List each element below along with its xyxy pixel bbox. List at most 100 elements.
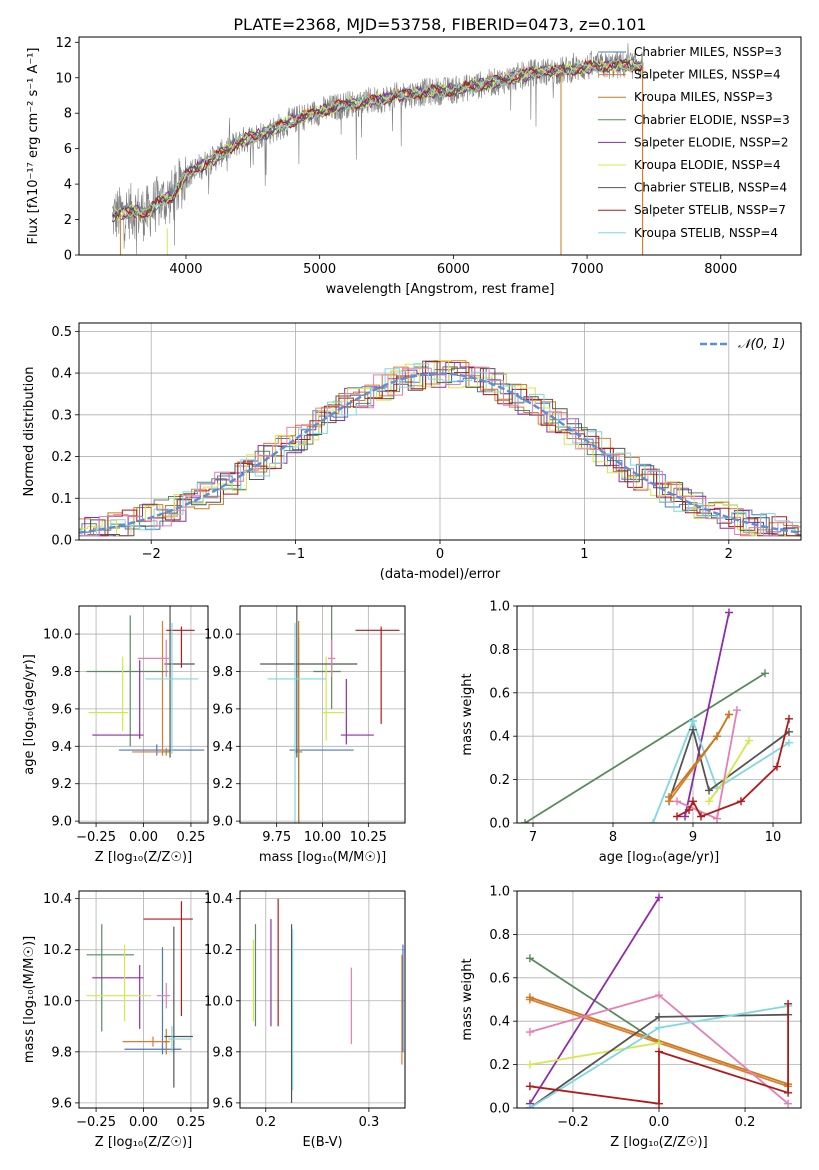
axes: −0.25 0.00 0.25 9.0 9.2 9.4 9.6 9.8 10.0 Z [log₁₀… [22, 628, 205, 865]
x-tick-label: −0.25 [76, 830, 116, 845]
plot-area [86, 901, 193, 1088]
weight-marker [725, 608, 733, 617]
legend-label: Salpeter MILES, NSSP=4 [634, 68, 781, 82]
weight-marker [713, 732, 721, 741]
model-line [111, 58, 643, 219]
x-tick-label: 5000 [303, 262, 336, 277]
weight-marker [784, 1088, 793, 1097]
weight-marker [525, 954, 534, 963]
legend-label: Kroupa STELIB, NSSP=4 [634, 226, 778, 240]
x-tick-label: 0.2 [735, 1115, 756, 1130]
y-tick-label: 10.0 [204, 994, 233, 1009]
y-tick-label: 0.4 [489, 730, 510, 745]
weight-marker [525, 1028, 534, 1037]
y-tick-label: 10.0 [43, 628, 72, 643]
y-tick-label: 10.4 [43, 892, 72, 907]
y-tick-label: 0.2 [489, 1058, 510, 1073]
model-line [111, 58, 643, 221]
y-tick-label: 9.8 [212, 665, 233, 680]
legend-label: Kroupa ELODIE, NSSP=4 [634, 158, 781, 172]
weight-marker [697, 812, 705, 821]
weight-marker [785, 714, 793, 723]
y-tick-label: 12 [55, 36, 72, 51]
weight-marker [737, 797, 745, 806]
model-line [111, 58, 643, 219]
axes: 0.2 0.3 9.6 9.8 10.0 10.2 10.4 E(B-V) [204, 892, 379, 1150]
panel-mass-vs-ebv: 0.2 0.3 9.6 9.8 10.0 10.2 10.4 E(B-V) [204, 890, 406, 1150]
panel-age-vs-mass: 9.75 10.00 10.25 9.0 9.2 9.4 9.6 9.8 10.0 mass [l… [204, 605, 406, 865]
axes-frame [78, 605, 209, 824]
y-tick-label: 0.2 [489, 773, 510, 788]
x-tick-label: 0.3 [359, 1115, 380, 1130]
legend-label: Chabrier MILES, NSSP=3 [634, 45, 782, 59]
x-tick-label: 0.2 [255, 1115, 276, 1130]
x-tick-label: 10 [765, 830, 782, 845]
y-tick-label: 10.4 [204, 892, 233, 907]
weight-marker [689, 725, 697, 734]
legend-label: 𝒩(0, 1) [738, 337, 785, 352]
axes-frame [516, 890, 802, 1109]
y-tick-label: 2 [64, 213, 72, 228]
y-axis-label: Normed distribution [22, 367, 37, 497]
y-tick-label: 9.0 [51, 815, 72, 830]
plot-area [260, 606, 400, 823]
y-tick-label: 0.4 [489, 1015, 510, 1030]
figure-title: PLATE=2368, MJD=53758, FIBERID=0473, z=0… [233, 15, 646, 34]
weight-marker [725, 710, 733, 719]
weight-marker [705, 797, 713, 806]
weight-marker [655, 1038, 663, 1047]
legend: 𝒩(0, 1) [700, 337, 785, 352]
y-tick-label: 0.0 [489, 817, 510, 832]
x-tick-label: 1 [580, 547, 588, 562]
y-tick-label: 0.8 [489, 928, 510, 943]
x-tick-label: 9.75 [262, 830, 291, 845]
plot-area [86, 606, 205, 758]
weight-marker [655, 1047, 663, 1056]
x-tick-label: −2 [142, 547, 161, 562]
y-tick-label: 9.2 [212, 777, 233, 792]
legend-label: Salpeter STELIB, NSSP=7 [634, 203, 786, 217]
x-axis-label: mass [log₁₀(M/M☉)] [259, 850, 386, 865]
plot-area [525, 893, 793, 1108]
x-tick-label: 2 [725, 547, 733, 562]
y-axis-label: age [log₁₀(age/yr)] [22, 654, 37, 775]
x-axis-label: E(B-V) [302, 1135, 342, 1150]
x-tick-label: 0.00 [129, 830, 158, 845]
y-tick-label: 0.6 [489, 686, 510, 701]
model-line [111, 58, 643, 222]
y-tick-label: 9.8 [212, 1045, 233, 1060]
histogram-step [79, 360, 801, 537]
axes: −0.2 0.0 0.2 0.0 0.2 0.4 0.6 0.8 1.0 Z [log₁₀(Z/Z… [460, 885, 755, 1151]
x-tick-label: −0.25 [76, 1115, 116, 1130]
weight-marker [784, 1099, 793, 1108]
y-axis-label: Flux [fλ10⁻¹⁷ erg cm⁻² s⁻¹ A⁻¹] [26, 48, 41, 245]
legend-label: Kroupa MILES, NSSP=3 [634, 90, 773, 104]
weight-line [529, 897, 660, 1105]
weight-line [524, 672, 766, 823]
y-tick-label: 9.8 [51, 1045, 72, 1060]
x-tick-label: 8 [609, 830, 617, 845]
weight-marker [673, 812, 681, 821]
weight-marker [655, 893, 663, 902]
axes-frame [78, 322, 802, 541]
x-axis-label: Z [log₁₀(Z/Z☉)] [95, 850, 192, 865]
weight-marker [525, 1082, 534, 1091]
x-tick-label: 9 [689, 830, 697, 845]
y-tick-label: 6 [64, 142, 72, 157]
weight-marker [673, 797, 681, 806]
x-tick-label: 4000 [169, 262, 202, 277]
weight-marker [685, 805, 693, 814]
x-tick-label: −0.2 [557, 1115, 589, 1130]
weight-marker [745, 736, 753, 745]
axes-frame [239, 605, 406, 824]
panel-spectrum: 4000 5000 6000 7000 8000 0 2 4 6 8 10 12 wavelength … [26, 36, 802, 297]
weight-marker [689, 797, 697, 806]
panel-age-vs-Z: −0.25 0.00 0.25 9.0 9.2 9.4 9.6 9.8 10.0 Z [log₁₀… [22, 605, 209, 865]
x-tick-label: −1 [286, 547, 305, 562]
y-tick-label: 0.0 [489, 1102, 510, 1117]
y-tick-label: 0.0 [51, 534, 72, 549]
y-tick-label: 9.6 [51, 702, 72, 717]
axes: −0.25 0.00 0.25 9.6 9.8 10.0 10.2 10.4 Z [log₁₀(… [22, 892, 205, 1150]
x-tick-label: 7 [529, 830, 537, 845]
y-tick-label: 8 [64, 107, 72, 122]
